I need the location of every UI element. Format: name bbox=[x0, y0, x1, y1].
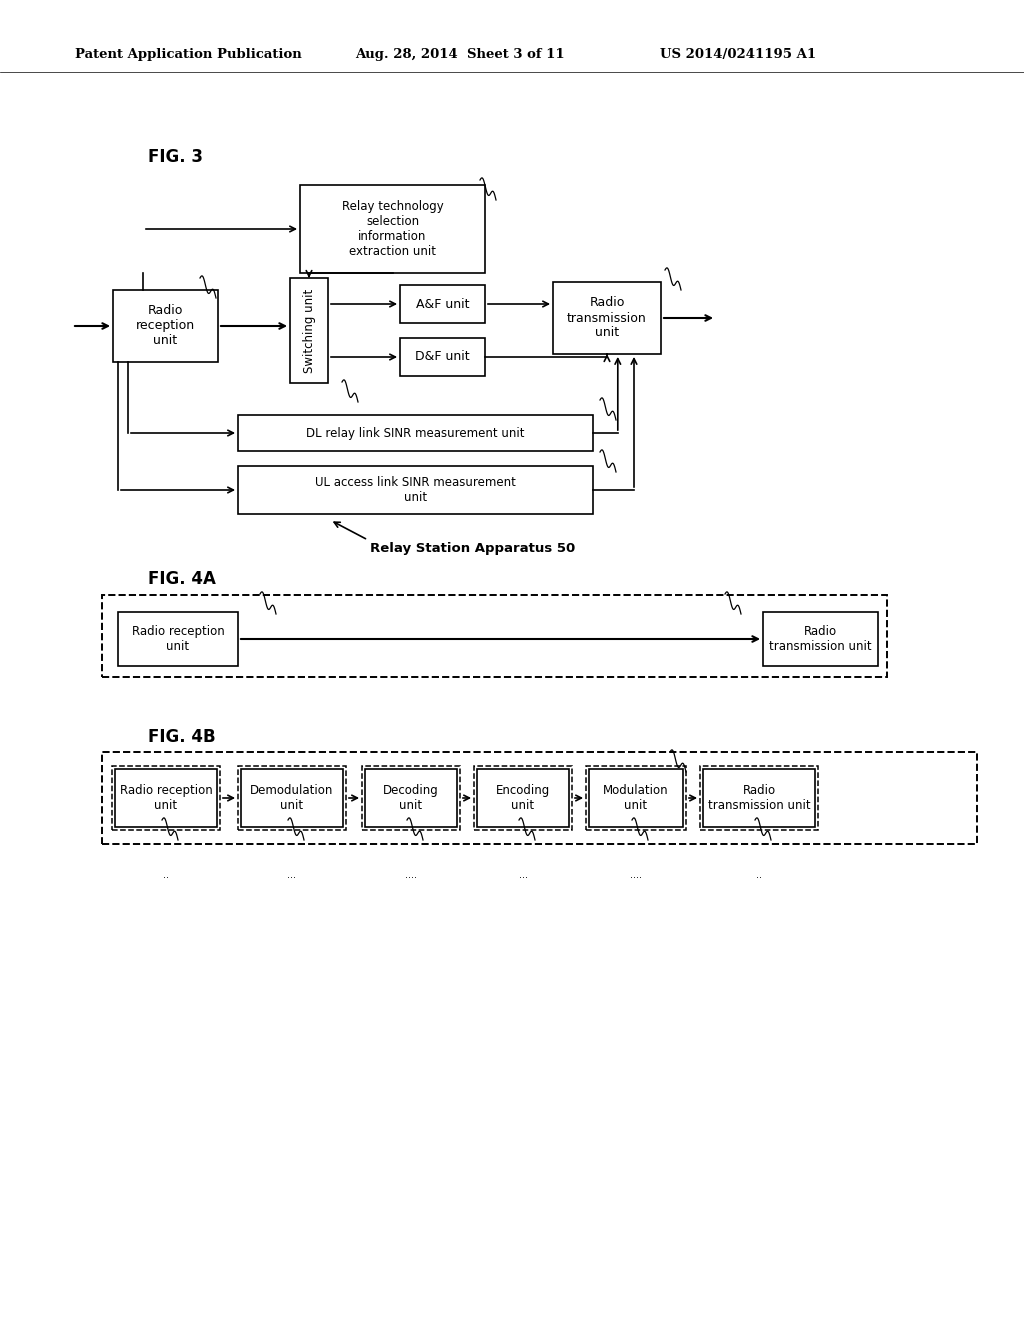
Text: FIG. 3: FIG. 3 bbox=[148, 148, 203, 166]
Text: Radio
reception
unit: Radio reception unit bbox=[136, 305, 195, 347]
Text: Radio
transmission unit: Radio transmission unit bbox=[769, 624, 871, 653]
Text: Relay technology
selection
information
extraction unit: Relay technology selection information e… bbox=[342, 201, 443, 257]
Bar bbox=[365, 770, 457, 828]
Text: A&F unit: A&F unit bbox=[416, 297, 469, 310]
Text: Encoding
unit: Encoding unit bbox=[496, 784, 550, 812]
Bar bbox=[102, 752, 977, 843]
Bar bbox=[238, 414, 593, 451]
Bar bbox=[589, 770, 683, 828]
Bar bbox=[290, 279, 328, 383]
Bar bbox=[362, 766, 460, 830]
Bar bbox=[238, 466, 593, 513]
Bar bbox=[400, 338, 485, 376]
Bar bbox=[113, 290, 218, 362]
Bar bbox=[238, 766, 346, 830]
Text: ..: .. bbox=[756, 870, 762, 880]
Text: DL relay link SINR measurement unit: DL relay link SINR measurement unit bbox=[306, 426, 524, 440]
Text: Radio
transmission unit: Radio transmission unit bbox=[708, 784, 810, 812]
Text: D&F unit: D&F unit bbox=[415, 351, 470, 363]
Text: ...: ... bbox=[518, 870, 527, 880]
Bar bbox=[400, 285, 485, 323]
Text: FIG. 4B: FIG. 4B bbox=[148, 729, 216, 746]
Bar bbox=[115, 770, 217, 828]
Text: Radio reception
unit: Radio reception unit bbox=[120, 784, 212, 812]
Text: Radio reception
unit: Radio reception unit bbox=[132, 624, 224, 653]
Bar bbox=[112, 766, 220, 830]
Text: Decoding
unit: Decoding unit bbox=[383, 784, 439, 812]
Text: UL access link SINR measurement
unit: UL access link SINR measurement unit bbox=[315, 477, 516, 504]
Text: FIG. 4A: FIG. 4A bbox=[148, 570, 216, 587]
Bar bbox=[553, 282, 662, 354]
Bar bbox=[300, 185, 485, 273]
Bar bbox=[474, 766, 572, 830]
Text: Patent Application Publication: Patent Application Publication bbox=[75, 48, 302, 61]
Text: Radio
transmission
unit: Radio transmission unit bbox=[567, 297, 647, 339]
Text: ....: .... bbox=[630, 870, 642, 880]
Bar bbox=[700, 766, 818, 830]
Text: Demodulation
unit: Demodulation unit bbox=[250, 784, 334, 812]
Bar bbox=[102, 595, 887, 677]
Text: ..: .. bbox=[163, 870, 169, 880]
Text: Aug. 28, 2014  Sheet 3 of 11: Aug. 28, 2014 Sheet 3 of 11 bbox=[355, 48, 564, 61]
Text: ....: .... bbox=[406, 870, 417, 880]
Text: Relay Station Apparatus 50: Relay Station Apparatus 50 bbox=[370, 543, 575, 554]
Bar bbox=[586, 766, 686, 830]
Bar bbox=[763, 612, 878, 667]
Text: Modulation
unit: Modulation unit bbox=[603, 784, 669, 812]
Bar bbox=[241, 770, 343, 828]
Text: ...: ... bbox=[288, 870, 297, 880]
Bar bbox=[118, 612, 238, 667]
Text: Switching unit: Switching unit bbox=[302, 288, 315, 372]
Bar bbox=[477, 770, 569, 828]
Text: US 2014/0241195 A1: US 2014/0241195 A1 bbox=[660, 48, 816, 61]
Bar bbox=[703, 770, 815, 828]
